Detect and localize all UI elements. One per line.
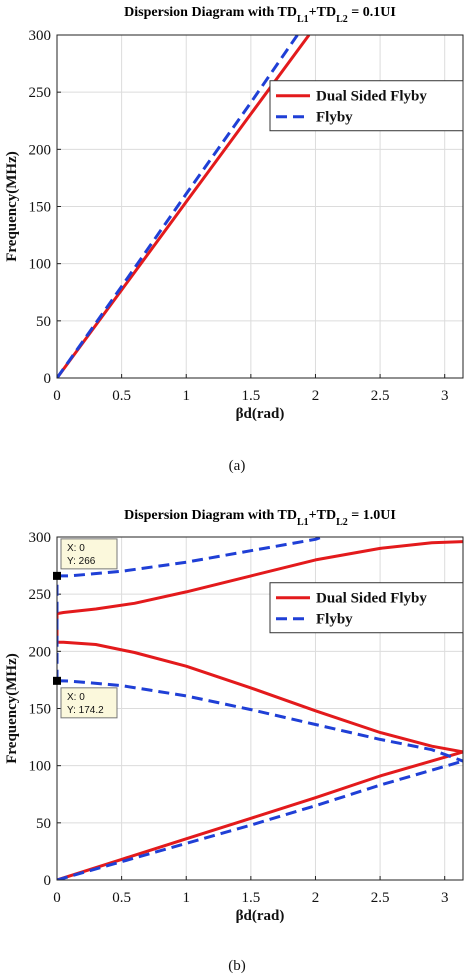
x-tick-label: 0: [53, 388, 61, 404]
y-tick-label: 100: [29, 257, 52, 273]
y-tick-label: 300: [29, 530, 52, 546]
chart-a: 0 0.5 1 1.5 2 2.5 3 0 50 100 150 200 250 300 Dispersio…: [4, 5, 464, 474]
y-axis-label: Frequency(MHz): [4, 151, 20, 262]
figure-caption: (b): [228, 958, 246, 974]
x-tick-label: 1: [182, 890, 190, 906]
y-tick-label: 200: [29, 644, 52, 660]
x-tick-label: 0: [53, 890, 61, 906]
legend: Dual Sided Flyby Flyby: [269, 80, 464, 132]
figure-caption: (a): [229, 458, 246, 474]
legend-label-flyby: Flyby: [316, 612, 353, 628]
legend-label-dual-sided-flyby: Dual Sided Flyby: [316, 89, 427, 105]
datatip-marker: [53, 676, 61, 685]
series-line-flyby: [57, 537, 323, 578]
x-tick-label: 2.5: [371, 890, 390, 906]
legend-label-flyby: Flyby: [316, 110, 353, 126]
datatip-box: [60, 687, 118, 719]
legend-label-dual-sided-flyby: Dual Sided Flyby: [316, 591, 427, 607]
legend-box: [269, 80, 464, 132]
y-tick-label: 300: [29, 28, 52, 44]
x-axis-label: βd(rad): [236, 406, 285, 422]
y-tick-label: 50: [36, 816, 51, 832]
series-line-dual-sided-flyby: [57, 750, 463, 880]
series-line-flyby: [57, 679, 463, 763]
series-line-dual-sided-flyby: [57, 640, 463, 754]
y-tick-label: 0: [44, 873, 52, 889]
chart-title: Dispersion Diagram with TDL1+TDL2 = 1.0U…: [124, 508, 396, 528]
chart-b: 0 0.5 1 1.5 2 2.5 3 0 50 100 150 200 250 300 Dispersio…: [4, 508, 464, 974]
datatip-y-label: Y: 174.2: [67, 705, 104, 716]
x-tick-label: 1.5: [241, 388, 260, 404]
legend-box: [269, 582, 464, 634]
legend: Dual Sided Flyby Flyby: [269, 582, 464, 634]
y-tick-label: 0: [44, 371, 52, 387]
x-tick-label: 1: [182, 388, 190, 404]
y-tick-label: 50: [36, 314, 51, 330]
x-tick-label: 2.5: [371, 388, 390, 404]
y-tick-label: 200: [29, 142, 52, 158]
x-tick-label: 3: [441, 388, 449, 404]
x-tick-label: 0.5: [112, 890, 131, 906]
series-line-flyby: [57, 35, 299, 378]
y-tick-label: 100: [29, 759, 52, 775]
axes-frame: [56, 34, 464, 379]
y-tick-label: 250: [29, 587, 52, 603]
datatip-x-label: X: 0: [67, 543, 85, 554]
x-tick-label: 3: [441, 890, 449, 906]
x-tick-label: 1.5: [241, 890, 260, 906]
y-tick-label: 150: [29, 200, 52, 216]
x-tick-label: 2: [312, 890, 320, 906]
y-axis-label: Frequency(MHz): [4, 653, 20, 764]
x-tick-label: 0.5: [112, 388, 131, 404]
axes-frame: [56, 536, 464, 881]
datatip-y-label: Y: 266: [67, 556, 96, 567]
series-group: [57, 537, 463, 880]
y-tick-label: 150: [29, 702, 52, 718]
x-axis-label: βd(rad): [236, 908, 285, 924]
series-line-dual-sided-flyby: [57, 540, 463, 616]
datatip-box: [60, 538, 118, 570]
x-tick-label: 2: [312, 388, 320, 404]
datatip: X: 0 Y: 174.2: [53, 676, 118, 719]
datatip-marker: [53, 571, 61, 580]
datatip-x-label: X: 0: [67, 692, 85, 703]
y-tick-label: 250: [29, 85, 52, 101]
chart-title: Dispersion Diagram with TDL1+TDL2 = 0.1U…: [124, 5, 396, 25]
datatip: X: 0 Y: 266: [53, 538, 118, 580]
